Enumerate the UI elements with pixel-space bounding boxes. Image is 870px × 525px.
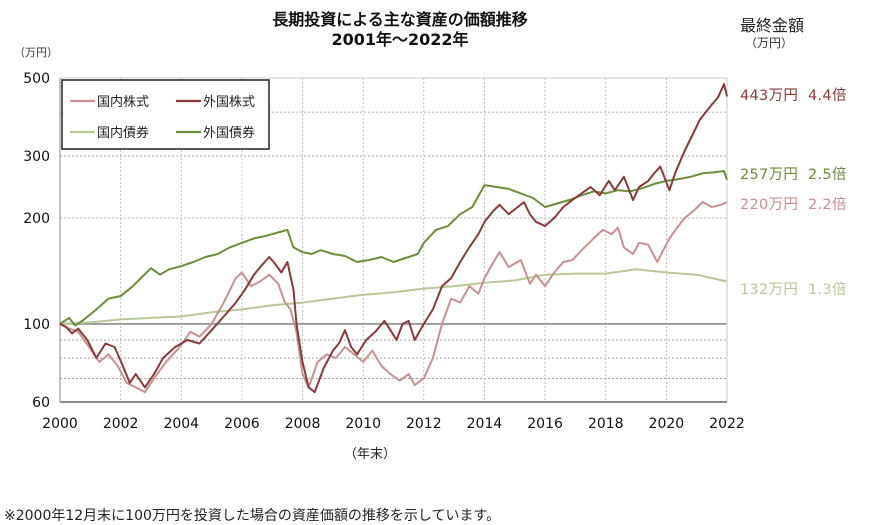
legend-label: 外国株式 [203,95,255,110]
y-axis-unit: （万円） [14,46,58,59]
y-tick-label: 300 [23,149,50,165]
final-amount-unit: （万円） [745,36,794,50]
x-tick-label: 2002 [103,416,139,432]
chart-title-line1: 長期投資による主な資産の価額推移 [272,10,528,29]
final-value-label: 257万円 2.5倍 [740,167,847,183]
x-tick-label: 2012 [406,416,442,432]
series-lines [59,83,728,394]
chart-title-line2: 2001年～2022年 [331,30,469,49]
series-line-国内債券 [59,268,728,325]
x-tick-label: 2014 [467,416,503,432]
final-value-label: 443万円 4.4倍 [740,88,847,104]
x-tick-label: 2018 [588,416,624,432]
footnote: ※2000年12月末に100万円を投資した場合の資産価額の推移を示しています。 [4,508,501,524]
legend-label: 国内株式 [97,94,149,110]
x-tick-label: 2006 [224,416,260,432]
x-tick-label: 2022 [709,416,745,432]
x-tick-label: 2000 [42,416,78,432]
x-tick-label: 2008 [285,416,321,432]
series-line-外国株式 [59,83,728,394]
x-axis-unit: （年末） [344,447,397,462]
y-tick-label: 60 [32,395,50,411]
x-tick-label: 2010 [345,416,381,432]
final-amount-heading: 最終金額 [740,16,805,35]
y-tick-label: 200 [23,211,50,227]
x-tick-label: 2020 [649,416,685,432]
y-tick-label: 100 [23,317,50,333]
series-line-外国債券 [59,170,728,327]
x-tick-label: 2016 [527,416,563,432]
legend-label: 外国債券 [203,125,255,141]
final-value-label: 132万円 1.3倍 [740,282,847,298]
axes: 60 100 200 300 500 2000 2002 2004 2006 2008 2010 20… [23,71,745,432]
series-line-国内株式 [59,201,728,394]
x-tick-label: 2004 [163,416,199,432]
chart-title: 長期投資による主な資産の価額推移 2001年～2022年 [200,10,600,50]
y-tick-label: 500 [23,71,50,87]
legend-label: 国内債券 [97,125,149,141]
final-value-label: 220万円 2.2倍 [740,197,847,213]
